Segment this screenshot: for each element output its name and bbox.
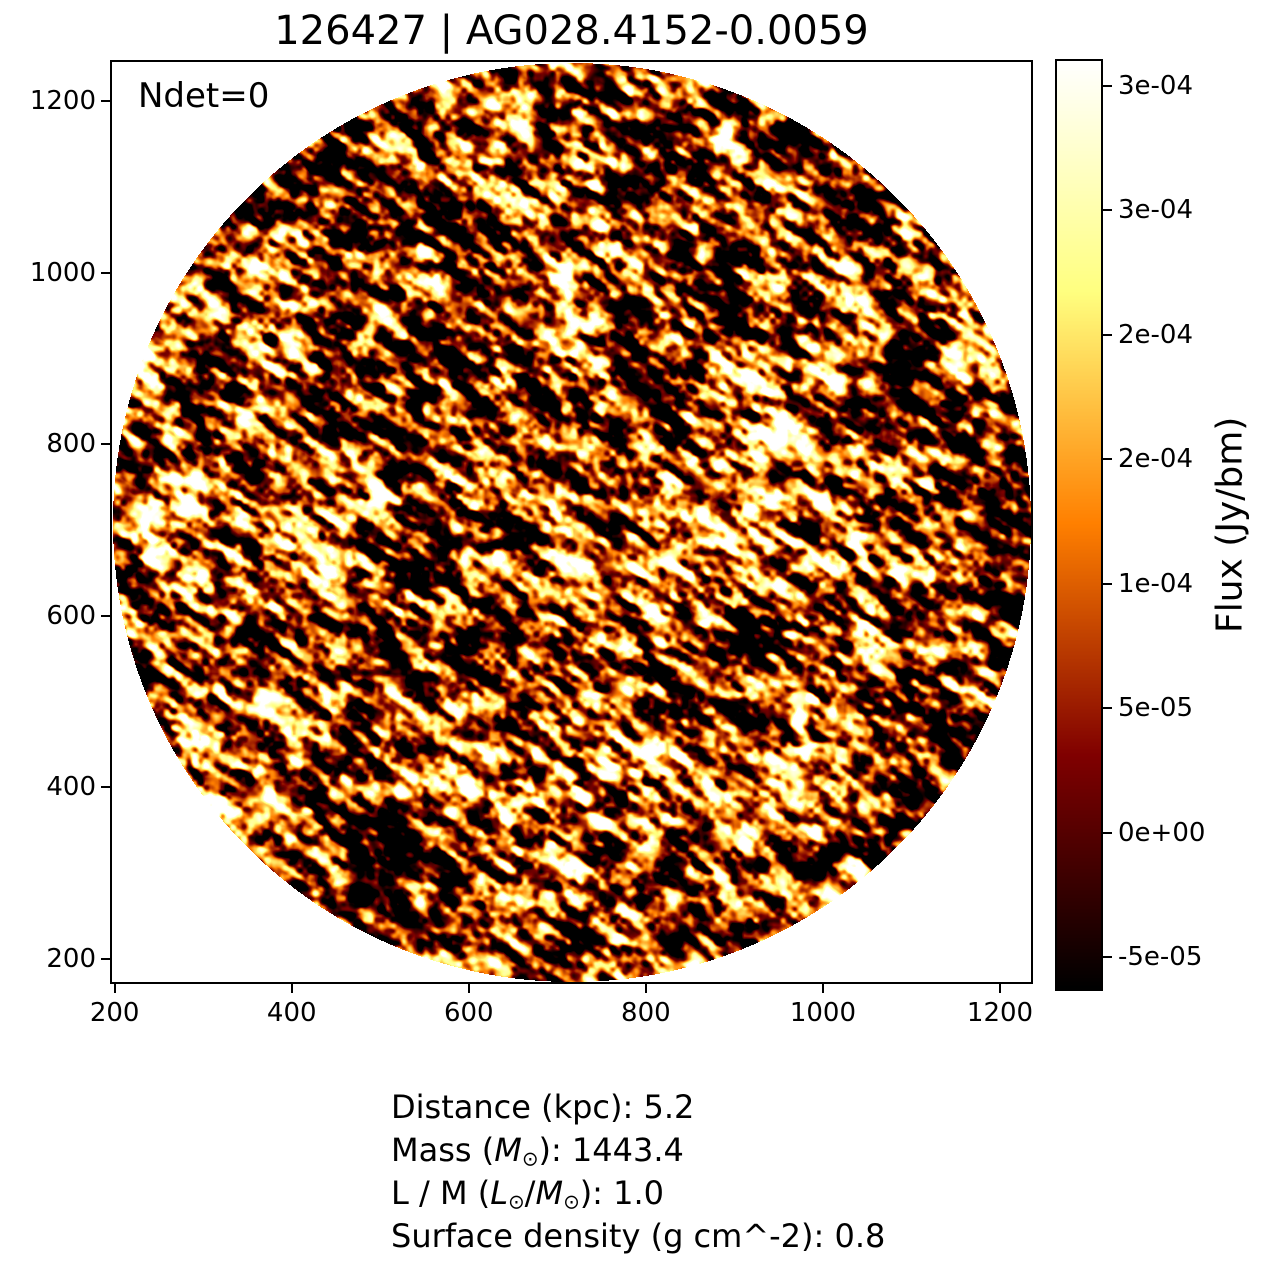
colorbar-tick-mark <box>1103 582 1112 585</box>
y-tick-label: 400 <box>46 772 96 803</box>
colorbar-label: Flux (Jy/bm) <box>1209 416 1251 634</box>
ndet-annotation: Ndet=0 <box>138 76 270 116</box>
l-over-m-line: L / M (L⊙/M⊙): 1.0 <box>391 1172 885 1215</box>
mass-line: Mass (M⊙): 1443.4 <box>391 1129 885 1172</box>
colorbar-tick-mark <box>1103 333 1112 336</box>
stats-text-segment: ⊙ <box>521 1147 539 1171</box>
stats-text-segment: ): 1.0 <box>579 1174 665 1212</box>
colorbar-gradient <box>1057 61 1101 989</box>
y-tick-label: 1000 <box>29 257 96 288</box>
x-tick-mark <box>821 984 824 993</box>
y-tick-mark <box>101 614 110 617</box>
stats-text-segment: Surface density (g cm^-2): 0.8 <box>391 1217 886 1255</box>
x-tick-label: 800 <box>621 998 671 1028</box>
x-tick-label: 400 <box>266 998 317 1028</box>
x-tick-mark <box>113 984 116 993</box>
colorbar-tick-label: 2e-04 <box>1118 319 1194 350</box>
x-tick-label: 200 <box>89 998 140 1028</box>
colorbar-tick-mark <box>1103 84 1112 87</box>
x-tick-label: 1000 <box>789 998 857 1028</box>
x-tick-mark <box>644 984 647 993</box>
y-tick-label: 200 <box>46 943 96 974</box>
colorbar-tick-label: 3e-04 <box>1118 70 1194 101</box>
colorbar-tick-label: 0e+00 <box>1118 817 1206 848</box>
colorbar-tick-label: 3e-04 <box>1118 195 1194 226</box>
stats-text-segment: Distance (kpc): 5.2 <box>391 1088 695 1126</box>
y-tick-label: 600 <box>46 600 96 631</box>
stats-text-segment: ): 1443.4 <box>538 1131 684 1169</box>
colorbar-tick-mark <box>1103 209 1112 212</box>
plot-title: 126427 | AG028.4152-0.0059 <box>274 8 869 54</box>
stats-text-segment: M <box>494 1131 522 1169</box>
stats-text-segment: ⊙ <box>508 1190 525 1214</box>
distance-line: Distance (kpc): 5.2 <box>391 1086 885 1129</box>
stats-text-segment: / <box>524 1174 536 1212</box>
stats-text-segment: L <box>490 1174 509 1212</box>
flux-map-image <box>112 62 1031 982</box>
y-tick-mark <box>101 786 110 789</box>
y-tick-mark <box>101 100 110 103</box>
colorbar <box>1055 59 1103 991</box>
x-tick-label: 1200 <box>966 998 1034 1028</box>
surface-density-line: Surface density (g cm^-2): 0.8 <box>391 1215 885 1258</box>
colorbar-tick-label: 5e-05 <box>1118 693 1194 724</box>
stats-block: Distance (kpc): 5.2 Mass (M⊙): 1443.4 L / … <box>391 1086 885 1258</box>
stats-text-segment: ⊙ <box>563 1190 580 1214</box>
stats-text-segment: M <box>535 1174 564 1212</box>
colorbar-tick-mark <box>1103 458 1112 461</box>
colorbar-tick-mark <box>1103 831 1112 834</box>
x-tick-mark <box>999 984 1001 993</box>
colorbar-tick-label: 2e-04 <box>1118 444 1194 475</box>
stats-text-segment: Mass ( <box>391 1131 495 1169</box>
x-tick-label: 600 <box>443 998 494 1028</box>
y-tick-label: 1200 <box>29 86 96 117</box>
y-tick-mark <box>101 271 110 274</box>
colorbar-tick-mark <box>1103 956 1112 959</box>
x-tick-mark <box>467 984 470 993</box>
y-tick-mark <box>101 957 110 960</box>
x-tick-mark <box>290 984 293 993</box>
y-tick-label: 800 <box>46 429 96 460</box>
colorbar-tick-label: 1e-04 <box>1118 568 1194 599</box>
stats-text-segment: L / M ( <box>391 1174 491 1212</box>
plot-area: Ndet=0 <box>110 60 1033 984</box>
colorbar-tick-mark <box>1103 707 1112 710</box>
y-tick-mark <box>101 443 110 446</box>
colorbar-tick-label: -5e-05 <box>1118 942 1203 973</box>
